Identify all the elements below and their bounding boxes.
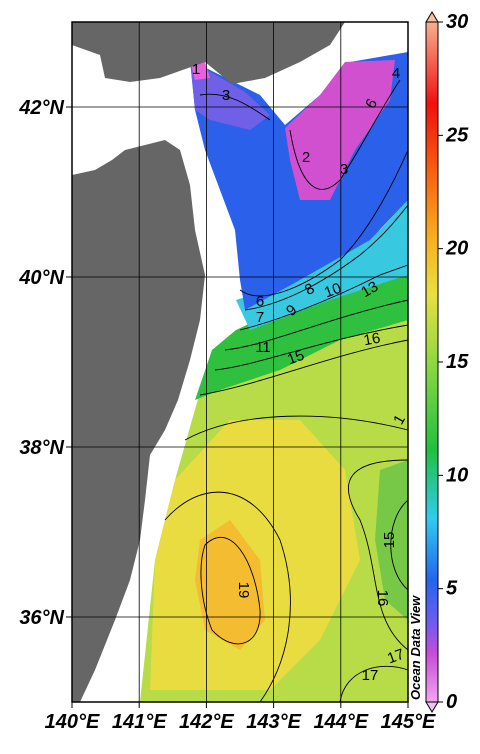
contour-label: 15	[285, 347, 306, 369]
lon-tick-label: 143°E	[246, 711, 301, 733]
watermark: Ocean Data View	[408, 595, 423, 700]
contour-line	[390, 499, 409, 591]
lat-tick-label: 38°N	[19, 437, 64, 459]
contour-line	[200, 537, 261, 645]
contour-line	[347, 459, 409, 651]
field-cyan	[236, 200, 408, 330]
field-orange	[195, 520, 265, 650]
contour-label: 6	[256, 293, 264, 310]
contour-line	[199, 339, 409, 396]
land-hokkaido	[72, 22, 345, 84]
contour-label: 3	[340, 161, 348, 178]
lon-tick-label: 145°E	[381, 711, 436, 733]
colorbar-tick-label: 25	[445, 124, 469, 146]
field-green	[195, 270, 408, 400]
colorbar-tick-label: 10	[446, 464, 468, 486]
field-violet	[190, 60, 270, 130]
contour-label: 13	[358, 278, 381, 301]
contour-line	[214, 324, 409, 371]
lat-tick-label: 36°N	[19, 607, 64, 629]
contour-label: 16	[362, 330, 381, 350]
contour-line	[239, 264, 409, 331]
land-honshu	[72, 140, 205, 702]
lat-tick-label: 42°N	[18, 97, 64, 119]
lat-tick-label: 40°N	[18, 267, 64, 289]
colorbar-tick-label: 20	[445, 238, 468, 260]
colorbar-arrow-bottom	[425, 701, 439, 713]
lon-tick-label: 142°E	[179, 711, 234, 733]
contour-line	[239, 149, 409, 297]
contour-label: 11	[255, 339, 271, 356]
contour-label: 19	[235, 582, 252, 599]
contour-line	[164, 491, 291, 703]
lon-tick-label: 140°E	[45, 711, 100, 733]
contour-line	[339, 665, 409, 703]
contour-label: 17	[385, 646, 406, 668]
contour-line	[224, 299, 409, 351]
contour-label: 1	[192, 61, 200, 78]
colorbar-tick-label: 5	[446, 578, 458, 600]
contour-line	[199, 93, 271, 121]
contour-line	[289, 79, 401, 190]
field-magenta	[285, 60, 395, 200]
contour-label: 2	[302, 149, 310, 166]
contour-label: 4	[392, 65, 400, 82]
colorbar-arrow-top	[425, 11, 439, 23]
contour-label: 10	[322, 280, 343, 302]
colorbar-tick-label: 0	[446, 691, 457, 713]
contour-label: 15	[381, 532, 398, 549]
contour-label: 17	[362, 667, 379, 684]
contour-label: 3	[222, 87, 230, 104]
colorbar-tick-label: 30	[446, 11, 468, 33]
map-area	[71, 21, 409, 703]
contour-label: 7	[256, 309, 264, 326]
contour-line	[184, 415, 409, 441]
colorbar-tick-label: 15	[446, 351, 469, 373]
lon-tick-label: 144°E	[313, 711, 368, 733]
lon-tick-label: 141°E	[112, 711, 167, 733]
contour-label: 16	[374, 590, 391, 607]
colorbar	[425, 21, 439, 703]
